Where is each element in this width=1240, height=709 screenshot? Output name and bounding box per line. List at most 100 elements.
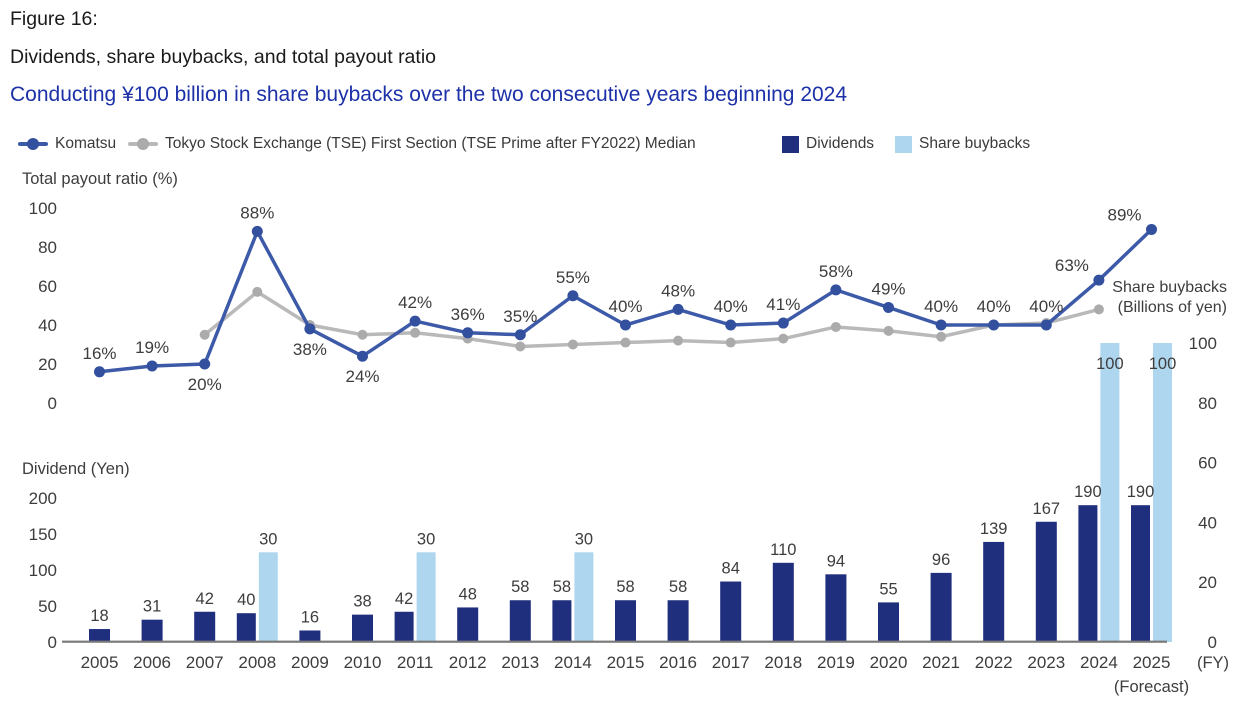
dividend-axis-title: Dividend (Yen) [22,460,130,478]
komatsu-point-label: 24% [345,367,379,386]
buyback-bar-label: 100 [1096,355,1124,373]
komatsu-point [462,327,474,339]
dividend-tick-label: 200 [29,489,57,508]
dividend-bar [552,600,572,642]
komatsu-point-label: 38% [293,340,327,359]
buyback-tick-label: 60 [1198,454,1217,473]
legend-item-komatsu: Komatsu [18,134,116,154]
dividend-bar-label: 38 [353,593,371,611]
dividend-bar [1078,505,1098,642]
buyback-bar [1153,343,1172,642]
komatsu-point [988,319,1000,331]
dividend-bar [509,600,531,642]
komatsu-point [1146,223,1157,235]
komatsu-point [1040,319,1052,331]
buyback-tick-label: 40 [1198,513,1217,532]
share-buybacks-square-marker-icon [895,135,912,153]
dividend-bar [772,562,794,642]
year-label: 2023 [1027,653,1065,672]
dividend-tick-label: 150 [29,525,57,544]
buyback-tick-label: 100 [1189,334,1217,353]
dividend-bar-label: 18 [90,607,108,625]
legend-item-tse: Tokyo Stock Exchange (TSE) First Section… [128,134,696,154]
year-label: 2019 [817,653,855,672]
legend-label-komatsu: Komatsu [55,135,117,152]
dividend-bar-label: 84 [722,560,740,578]
figure-subtitle: Conducting ¥100 billion in share buyback… [10,83,848,106]
legend-item-share-buybacks: Share buybacks [895,134,1030,154]
tse-median-point [357,329,368,340]
komatsu-point-label: 40% [924,297,958,316]
komatsu-point [620,319,631,331]
buyback-bar [258,552,278,642]
dividend-bar [141,619,163,642]
buyback-bar-label: 30 [417,530,435,548]
payout-tick-label: 60 [38,277,57,296]
dividend-bar-label: 58 [511,578,529,596]
komatsu-point [830,284,842,296]
komatsu-line-marker-icon [18,137,48,151]
year-label: 2020 [870,653,908,672]
year-label: 2008 [238,653,276,672]
tse-median-point [567,339,578,350]
dividend-bar [825,574,847,642]
dividend-bar [194,611,216,642]
dividend-bar-label: 96 [932,551,950,569]
komatsu-point-label: 20% [188,375,222,394]
dividend-bar-label: 139 [980,520,1008,538]
payout-axis-title: Total payout ratio (%) [22,170,178,188]
dividend-bar-label: 58 [616,578,634,596]
buyback-tick-label: 0 [1208,633,1217,652]
year-label: 2007 [186,653,224,672]
year-label: 2016 [659,653,697,672]
year-label: 2005 [81,653,119,672]
tse-median-point [199,329,210,340]
buyback-axis-subtitle: (Billions of yen) [1118,299,1227,316]
komatsu-point [1093,274,1105,286]
figure-label: Figure 16: [10,8,98,30]
dividend-bar-label: 31 [143,598,161,616]
buyback-tick-label: 80 [1198,394,1217,413]
tse-median-point [830,321,841,332]
payout-tick-label: 100 [29,199,57,218]
tse-median-point [410,327,421,338]
dividend-bar-label: 42 [196,590,214,608]
dividend-bar [1131,505,1150,642]
komatsu-point-label: 55% [556,268,590,287]
komatsu-point [777,317,789,329]
dividends-square-marker-icon [782,135,799,153]
buyback-bar-label: 100 [1149,355,1177,373]
year-label: 2022 [975,653,1013,672]
dividend-bar [720,581,742,642]
komatsu-point-label: 40% [977,297,1011,316]
dividend-bar [667,600,689,642]
dividend-tick-label: 100 [29,561,57,580]
komatsu-point [567,290,579,302]
komatsu-point [199,358,211,370]
tse-median-line [203,290,1100,349]
figure-title: Dividends, share buybacks, and total pay… [10,46,437,68]
payout-tick-label: 0 [48,394,57,413]
dividend-bar-label: 190 [1074,483,1102,501]
komatsu-point-label: 89% [1107,205,1141,224]
komatsu-point [883,301,894,313]
tse-median-point [1093,304,1104,315]
buyback-bar [416,552,436,642]
komatsu-point [725,319,737,331]
dividend-bar [299,630,321,642]
komatsu-point-label: 40% [714,297,748,316]
year-label: 2017 [712,653,750,672]
komatsu-point-label: 48% [661,281,695,300]
tse-median-point [515,341,526,352]
year-label: 2024 [1080,653,1118,672]
dividend-bar [457,607,479,642]
komatsu-point-label: 16% [82,344,116,363]
dividend-bar [89,629,110,642]
x-axis-baseline [62,640,1167,643]
year-label: 2015 [607,653,645,672]
komatsu-point [672,303,684,315]
dividend-bar-label: 58 [553,578,571,596]
year-label: 2006 [133,653,171,672]
tse-median-point [936,331,947,342]
